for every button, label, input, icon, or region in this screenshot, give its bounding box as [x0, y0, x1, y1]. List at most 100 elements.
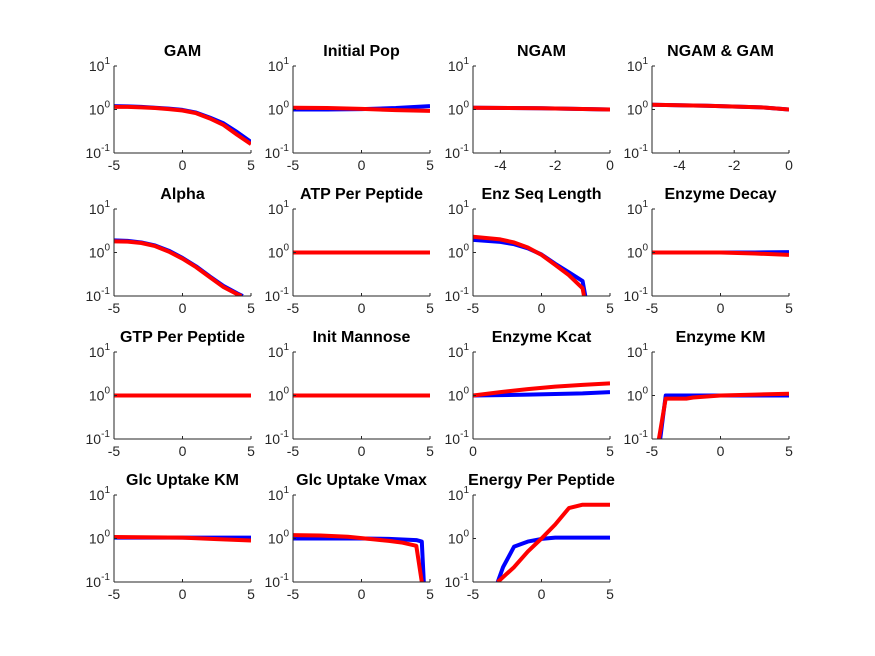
blue-series-line [495, 535, 610, 582]
subplot-11: Enzyme Kcat 0 5 10-1 100 101 [445, 329, 615, 459]
subplot-title: GAM [164, 43, 201, 60]
series-group [473, 105, 610, 112]
x-tick-label: 0 [606, 157, 614, 173]
y-tick-label: 101 [627, 199, 649, 217]
y-tick-label: 10-1 [445, 143, 470, 161]
y-tick-label: 10-1 [265, 572, 290, 590]
x-tick-label: 0 [358, 586, 366, 602]
x-tick-label: 5 [247, 586, 255, 602]
red-series-line [114, 239, 243, 296]
x-tick-label: 5 [247, 157, 255, 173]
y-tick-label: 101 [448, 485, 470, 503]
y-tick-label: 10-1 [265, 286, 290, 304]
y-tick-label: 101 [448, 342, 470, 360]
y-tick-label: 10-1 [445, 572, 470, 590]
y-tick-label: 101 [89, 199, 111, 217]
y-tick-label: 100 [448, 386, 470, 404]
x-tick-label: -5 [287, 300, 300, 316]
y-tick-label: 101 [268, 199, 290, 217]
red-series-line [473, 105, 610, 112]
red-series-line [114, 104, 251, 146]
x-tick-label: 0 [179, 586, 187, 602]
x-tick-label: -5 [287, 586, 300, 602]
subplot-title: Glc Uptake Vmax [296, 472, 427, 489]
subplot-title: ATP Per Peptide [300, 186, 423, 203]
y-tick-label: 100 [268, 529, 290, 547]
y-tick-label: 10-1 [265, 429, 290, 447]
x-tick-label: -5 [646, 443, 659, 459]
x-tick-label: 5 [426, 157, 434, 173]
y-tick-label: 10-1 [624, 143, 649, 161]
series-group [114, 238, 244, 296]
subplot-14: Glc Uptake Vmax -5 0 5 10-1 100 101 [265, 472, 435, 602]
y-tick-label: 10-1 [445, 429, 470, 447]
y-tick-label: 101 [89, 342, 111, 360]
subplot-3: NGAM -4 -2 0 10-1 100 101 [445, 43, 615, 173]
y-tick-label: 10-1 [86, 143, 111, 161]
y-tick-label: 100 [89, 529, 111, 547]
y-tick-label: 100 [89, 100, 111, 118]
red-series-line [496, 502, 610, 582]
subplot-title: Energy Per Peptide [468, 472, 615, 489]
y-tick-label: 10-1 [86, 429, 111, 447]
x-tick-label: -5 [108, 157, 121, 173]
series-group [656, 391, 789, 439]
subplot-title: NGAM & GAM [667, 43, 774, 60]
series-group [652, 102, 789, 112]
x-tick-label: 0 [785, 157, 793, 173]
x-tick-label: 5 [785, 300, 793, 316]
x-tick-label: 5 [426, 586, 434, 602]
subplot-9: GTP Per Peptide -5 0 5 10-1 100 101 [86, 329, 256, 459]
x-tick-label: -2 [549, 157, 562, 173]
x-tick-label: -5 [287, 443, 300, 459]
x-tick-label: 5 [785, 443, 793, 459]
y-tick-label: 101 [268, 56, 290, 74]
red-series-line [293, 533, 424, 582]
subplot-title: Enz Seq Length [482, 186, 602, 203]
series-group [293, 104, 430, 113]
x-tick-label: -5 [467, 586, 480, 602]
subplot-12: Enzyme KM -5 0 5 10-1 100 101 [624, 329, 794, 459]
subplot-title: NGAM [517, 43, 566, 60]
series-group [114, 104, 251, 146]
x-tick-label: 5 [606, 300, 614, 316]
x-tick-label: 5 [247, 443, 255, 459]
y-tick-label: 100 [627, 100, 649, 118]
red-series-line [656, 391, 789, 439]
y-tick-label: 100 [627, 243, 649, 261]
subplot-title: Enzyme Kcat [492, 329, 592, 346]
red-series-line [652, 250, 789, 257]
x-tick-label: 5 [426, 443, 434, 459]
x-tick-label: 0 [358, 443, 366, 459]
blue-series-line [658, 393, 789, 439]
series-group [114, 535, 251, 543]
x-tick-label: 0 [717, 300, 725, 316]
x-tick-label: 0 [358, 300, 366, 316]
x-tick-label: 5 [247, 300, 255, 316]
subplot-title: Enzyme KM [676, 329, 766, 346]
subplot-13: Glc Uptake KM -5 0 5 10-1 100 101 [86, 472, 256, 602]
subplot-title: Alpha [160, 186, 205, 203]
subplot-title: Enzyme Decay [664, 186, 776, 203]
subplot-6: ATP Per Peptide -5 0 5 10-1 100 101 [265, 186, 435, 316]
x-tick-label: -5 [108, 443, 121, 459]
x-tick-label: 0 [179, 300, 187, 316]
x-tick-label: 5 [426, 300, 434, 316]
x-tick-label: 0 [717, 443, 725, 459]
subplot-8: Enzyme Decay -5 0 5 10-1 100 101 [624, 186, 794, 316]
y-tick-label: 101 [89, 56, 111, 74]
red-series-line [293, 105, 430, 113]
subplot-15: Energy Per Peptide -5 0 5 10-1 100 101 [445, 472, 615, 602]
red-series-line [473, 234, 586, 296]
series-group [473, 234, 588, 296]
subplot-2: Initial Pop -5 0 5 10-1 100 101 [265, 43, 435, 173]
series-group [652, 250, 789, 257]
x-tick-label: 0 [469, 443, 477, 459]
subplot-4: NGAM & GAM -4 -2 0 10-1 100 101 [624, 43, 794, 173]
y-tick-label: 10-1 [445, 286, 470, 304]
x-tick-label: 5 [606, 586, 614, 602]
y-tick-label: 100 [268, 386, 290, 404]
y-tick-label: 100 [448, 243, 470, 261]
x-tick-label: 0 [179, 157, 187, 173]
